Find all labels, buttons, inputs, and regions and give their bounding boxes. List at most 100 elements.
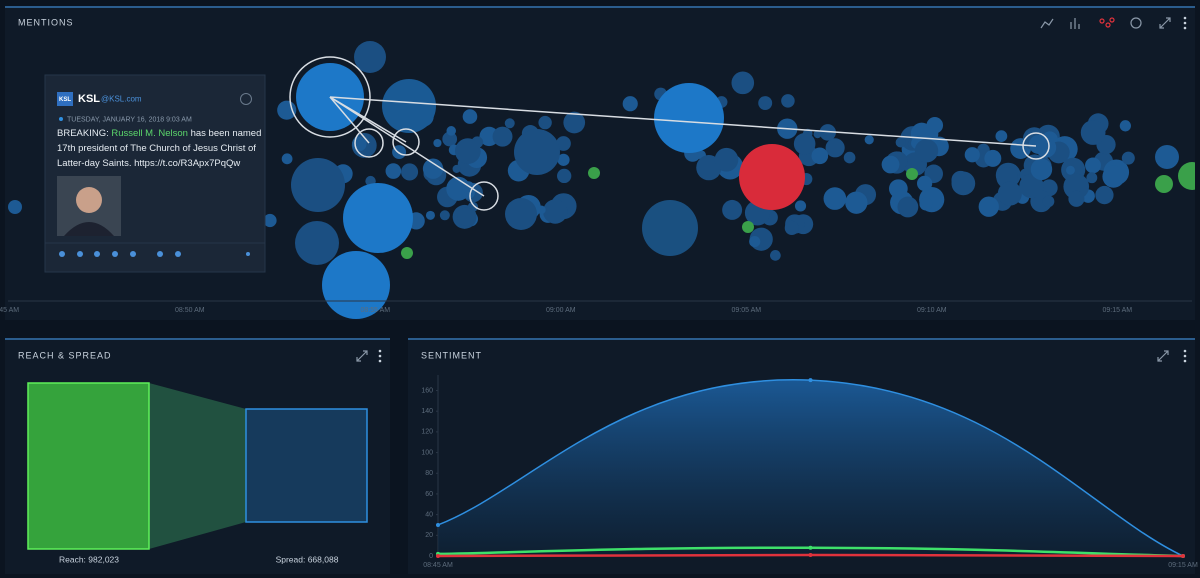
spread-label: Spread: 668,088 (276, 554, 339, 564)
bubble (439, 210, 450, 221)
bubble (784, 220, 799, 236)
tag[interactable] (157, 251, 163, 257)
map-view-icon[interactable] (1130, 17, 1142, 29)
time-label: 09:05 AM (732, 307, 762, 314)
count-badge[interactable] (240, 93, 252, 105)
more[interactable] (246, 252, 250, 256)
bubble (446, 126, 457, 136)
bubble (462, 109, 478, 124)
bubble (714, 147, 739, 172)
menu-icon[interactable] (1183, 349, 1187, 363)
x-tick-label: 08:45 AM (423, 562, 453, 569)
bubble (1042, 195, 1055, 208)
y-tick-label: 20 (425, 532, 433, 539)
point (436, 554, 440, 558)
bubble (881, 155, 900, 174)
time-label: 08:45 AM (0, 307, 19, 314)
source-logo (57, 92, 73, 106)
menu-icon[interactable] (1183, 16, 1187, 30)
reach-block (27, 382, 150, 550)
bubble (978, 196, 999, 217)
bubble (819, 124, 836, 141)
bubble (1068, 190, 1085, 207)
time-label: 08:55 AM (361, 307, 391, 314)
reach-spread: Reach: 982,023 Spread: 668,088 (27, 382, 368, 564)
connector (329, 96, 407, 143)
bubble (914, 139, 939, 163)
expand-icon[interactable] (356, 350, 368, 362)
toolbar (356, 17, 1171, 362)
bubble-negative (739, 144, 805, 210)
bubble (642, 200, 698, 256)
bubble (354, 41, 386, 73)
bubble (995, 130, 1008, 143)
bubble (1086, 172, 1098, 184)
bubble (1155, 145, 1179, 169)
bubble (897, 196, 919, 218)
view[interactable] (77, 251, 83, 257)
time-label: 09:15 AM (1103, 307, 1133, 314)
bar-view-icon[interactable] (1070, 18, 1080, 29)
bubble (1085, 157, 1101, 174)
bubble (984, 149, 1002, 167)
bubble (758, 96, 773, 111)
area (438, 379, 1183, 556)
text-line: has been named (191, 128, 262, 139)
bubble (1080, 120, 1106, 145)
bubble (919, 197, 933, 211)
bubble (401, 163, 419, 181)
bubble-positive (401, 247, 413, 259)
bubble (916, 175, 933, 192)
bubble (1019, 173, 1044, 199)
bubble-positive (1155, 175, 1173, 193)
bubble (997, 181, 1022, 206)
bubble (864, 135, 874, 145)
bubble (281, 153, 293, 165)
like[interactable] (59, 251, 65, 257)
sentiment-chart: 0 20 40 60 80 100 120 140 160 08:45 AM 09:15 AM (421, 375, 1198, 569)
mail[interactable] (175, 251, 181, 257)
bubble-ring (1022, 132, 1050, 160)
bubble (442, 131, 458, 147)
bubble (563, 111, 586, 134)
bubble (1030, 158, 1053, 181)
menu-icons (378, 16, 1187, 363)
expand-icon[interactable] (1159, 17, 1171, 29)
line-view-icon[interactable] (1040, 18, 1054, 29)
translate[interactable] (94, 251, 100, 257)
add[interactable] (130, 251, 136, 257)
expand-icon[interactable] (1157, 350, 1169, 362)
bubble (492, 126, 513, 147)
edit[interactable] (112, 251, 118, 257)
y-tick-label: 120 (421, 429, 433, 436)
card-bg (44, 74, 266, 273)
menu-icon[interactable] (378, 349, 382, 363)
bubble (556, 136, 571, 151)
connector (329, 96, 370, 144)
bubble (964, 147, 980, 163)
bubble (514, 129, 560, 175)
bubble-ring (469, 181, 499, 211)
panel-title: MENTIONS (18, 17, 74, 27)
text-line: Latter-day Saints. https://t.co/R3Apx7Pq… (57, 158, 240, 169)
point (1181, 554, 1185, 558)
bubble (895, 137, 906, 148)
bubble (277, 100, 297, 120)
bubble (722, 199, 743, 220)
bubble (538, 115, 552, 130)
bubble-positive (588, 167, 600, 179)
tweet-card: KSL KSL @KSL.com TUESDAY, JANUARY 16, 20… (44, 74, 266, 273)
bubble (770, 250, 781, 261)
y-tick-label: 60 (425, 491, 433, 498)
point (808, 378, 813, 383)
bubble (731, 71, 755, 95)
bubble (781, 94, 795, 108)
bubble-view-icon[interactable] (1099, 17, 1115, 28)
bubble (843, 151, 856, 164)
tweet-date: TUESDAY, JANUARY 16, 2018 9:03 AM (67, 116, 192, 123)
y-tick-label: 0 (429, 553, 433, 560)
tweet-text: BREAKING: Russell M. Nelson has been nam… (57, 128, 264, 169)
bubble (749, 236, 761, 248)
person: Russell M. Nelson (111, 128, 188, 139)
